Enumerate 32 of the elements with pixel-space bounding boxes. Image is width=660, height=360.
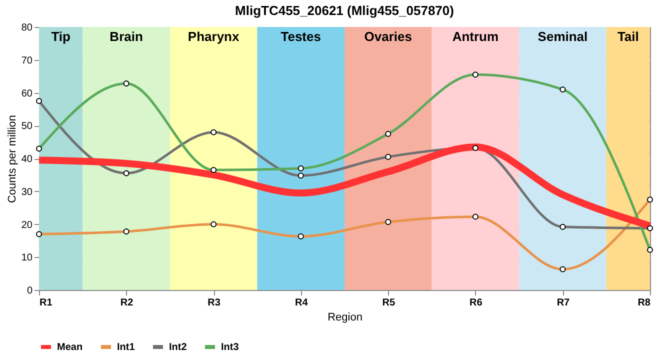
legend-label: Int2 bbox=[169, 342, 188, 353]
y-tick-label: 40 bbox=[21, 154, 33, 165]
band-label: Testes bbox=[280, 29, 321, 44]
band-label: Tip bbox=[51, 29, 71, 44]
y-tick-label: 20 bbox=[21, 220, 33, 231]
x-tick-label: R3 bbox=[208, 298, 221, 308]
x-tick-label: R2 bbox=[120, 298, 134, 308]
y-tick-label: 0 bbox=[26, 286, 33, 296]
y-tick-label: 70 bbox=[21, 55, 33, 66]
y-tick-label: 80 bbox=[21, 22, 33, 34]
x-tick-label: R7 bbox=[556, 298, 570, 308]
band-label: Antrum bbox=[452, 29, 499, 44]
band-label: Ovaries bbox=[364, 29, 412, 44]
y-tick-label: 60 bbox=[21, 88, 33, 100]
legend-label: Int3 bbox=[221, 342, 240, 353]
x-axis-title: Region bbox=[328, 312, 362, 324]
band-label: Pharynx bbox=[188, 29, 240, 44]
x-tick-label: R5 bbox=[382, 298, 396, 308]
y-tick-label: 50 bbox=[21, 121, 33, 132]
x-tick-label: R6 bbox=[470, 298, 483, 308]
chart-title: MligTC455_20621 (Mlig455_057870) bbox=[235, 3, 454, 18]
x-tick-label: R1 bbox=[40, 298, 53, 308]
legend-label: Mean bbox=[57, 342, 83, 353]
y-tick-label: 10 bbox=[21, 252, 33, 264]
y-axis-title: Counts per million bbox=[6, 114, 18, 204]
x-tick-label: R4 bbox=[294, 298, 308, 308]
band-label: Tail bbox=[617, 29, 639, 44]
y-tick-label: 30 bbox=[21, 186, 33, 198]
x-tick-label: R8 bbox=[638, 298, 651, 308]
band-label: Seminal bbox=[538, 29, 588, 44]
band-label: Brain bbox=[110, 29, 143, 44]
legend-label: Int1 bbox=[117, 342, 136, 353]
